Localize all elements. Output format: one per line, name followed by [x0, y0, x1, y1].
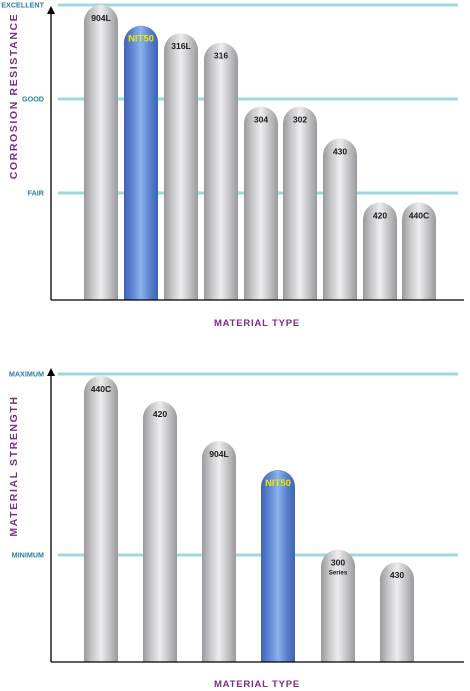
- level-label-good: GOOD: [22, 95, 44, 104]
- bar-440c: [402, 202, 436, 300]
- x-axis-title: MATERIAL TYPE: [214, 318, 300, 329]
- gridline-excellent: [58, 3, 458, 7]
- material-strength-chart: MAXIMUM MINIMUM 440C 420 904L NIT50 300 Series 4…: [8, 368, 464, 690]
- bar-label-440c: 440C: [91, 384, 112, 394]
- bar-label-302: 302: [293, 115, 308, 125]
- level-label-excellent: EXCELLENT: [1, 1, 44, 10]
- bar-label-300-series: 300 Series: [329, 558, 348, 577]
- bar-label-nit50: NIT50: [128, 34, 154, 45]
- corrosion-resistance-chart: EXCELLENT GOOD FAIR 904L NIT50 316L 316 304 302 4…: [1, 1, 464, 329]
- bar-430: [323, 138, 357, 300]
- bar-nit50: [261, 469, 295, 662]
- x-axis-title: MATERIAL TYPE: [214, 679, 300, 690]
- y-axis-title: MATERIAL STRENGTH: [8, 395, 20, 536]
- bar-label-316l: 316L: [171, 41, 191, 51]
- level-label-minimum: MINIMUM: [12, 551, 44, 560]
- bar-302: [283, 106, 317, 301]
- bar-label-nit50: NIT50: [265, 478, 291, 489]
- gridline-good: [58, 97, 458, 101]
- bar-label-440c: 440C: [409, 210, 430, 220]
- bar-420: [143, 401, 177, 662]
- bar-316l: [164, 33, 198, 300]
- bar-430: [380, 562, 414, 662]
- gridline-maximum: [58, 372, 458, 376]
- bar-440c: [84, 375, 118, 662]
- y-axis-arrow: [47, 368, 55, 376]
- bar-420: [363, 202, 397, 300]
- y-axis-title: CORROSION RESISTANCE: [8, 13, 20, 180]
- bar-label-904l: 904L: [91, 13, 111, 23]
- y-axis-arrow: [47, 6, 55, 14]
- bar-nit50: [124, 25, 158, 301]
- bar-label-420: 420: [153, 409, 168, 419]
- bar-904l: [84, 5, 118, 300]
- bar-label-430: 430: [333, 146, 348, 156]
- bar-label-316: 316: [214, 51, 229, 61]
- level-label-fair: FAIR: [28, 189, 45, 198]
- bar-label-904l: 904L: [209, 449, 229, 459]
- bar-304: [244, 106, 278, 301]
- bar-label-304: 304: [254, 115, 269, 125]
- bar-label-420: 420: [373, 210, 388, 220]
- level-label-maximum: MAXIMUM: [9, 370, 44, 379]
- gridline-minimum: [58, 553, 458, 557]
- bar-label-430: 430: [390, 570, 405, 580]
- bar-316: [204, 42, 238, 300]
- bar-904l: [202, 440, 236, 662]
- bar-300-series: [321, 549, 355, 662]
